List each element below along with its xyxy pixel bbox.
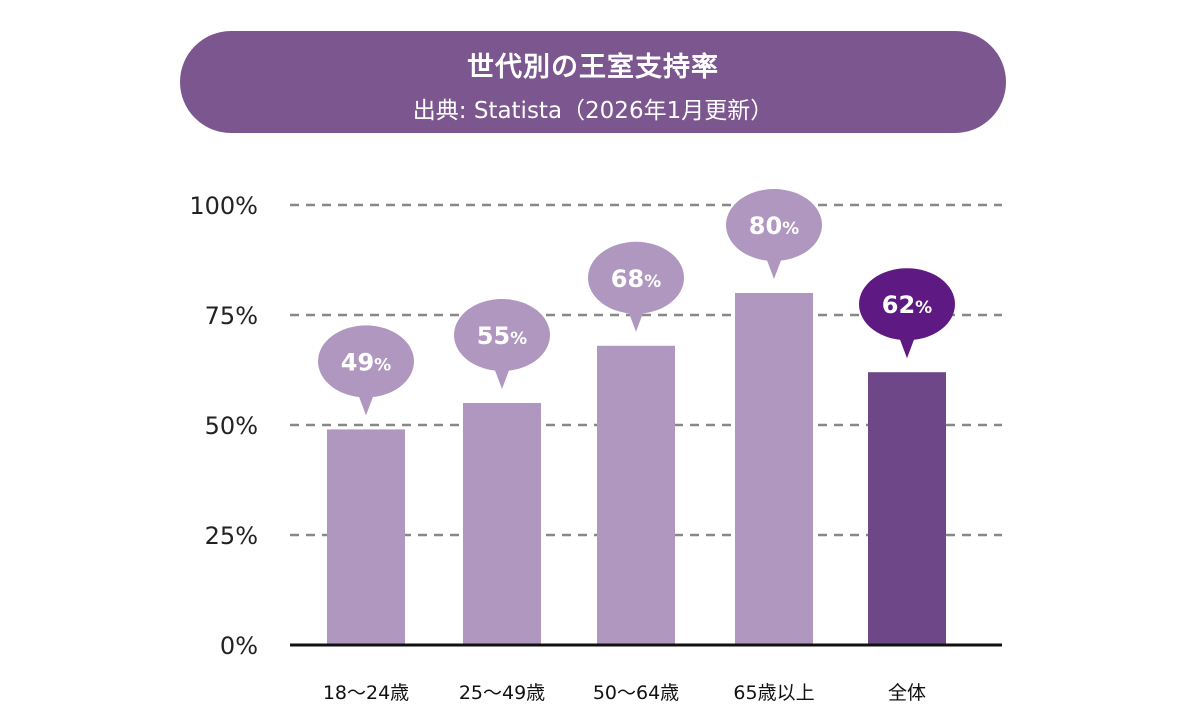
x-tick-label: 18〜24歳 <box>323 682 409 704</box>
bar <box>735 293 813 645</box>
bar <box>868 372 946 645</box>
y-tick-label: 50% <box>205 412 258 440</box>
data-label: 62% <box>882 291 932 319</box>
bubble-tail <box>493 365 511 389</box>
data-label: 80% <box>749 212 799 240</box>
bar <box>327 429 405 645</box>
bar <box>463 403 541 645</box>
x-tick-label: 50〜64歳 <box>593 682 679 704</box>
x-tick-label: 全体 <box>888 682 926 704</box>
bubble-tail <box>627 307 645 332</box>
label-bubble <box>318 325 414 398</box>
y-tick-label: 100% <box>189 192 258 220</box>
bubble-tail <box>898 334 916 359</box>
chart-subtitle: 出典: Statista（2026年1月更新） <box>412 98 774 124</box>
chart-title: 世代別の王室支持率 <box>467 52 719 83</box>
x-tick-label: 25〜49歳 <box>459 682 545 704</box>
bubble-tail <box>765 255 783 279</box>
chart-header: 世代別の王室支持率 出典: Statista（2026年1月更新） <box>180 31 1006 133</box>
label-bubble <box>454 299 550 371</box>
label-bubble <box>859 268 955 341</box>
label-bubble <box>726 189 822 261</box>
x-tick-label: 65歳以上 <box>733 682 814 704</box>
y-tick-label: 0% <box>220 632 258 660</box>
y-tick-label: 25% <box>205 522 258 550</box>
data-label: 68% <box>611 265 661 293</box>
bar <box>597 345 675 645</box>
data-label: 49% <box>341 348 391 376</box>
data-label: 55% <box>477 322 527 350</box>
label-bubble <box>588 241 684 314</box>
bubble-tail <box>357 391 375 416</box>
y-tick-label: 75% <box>205 302 258 330</box>
